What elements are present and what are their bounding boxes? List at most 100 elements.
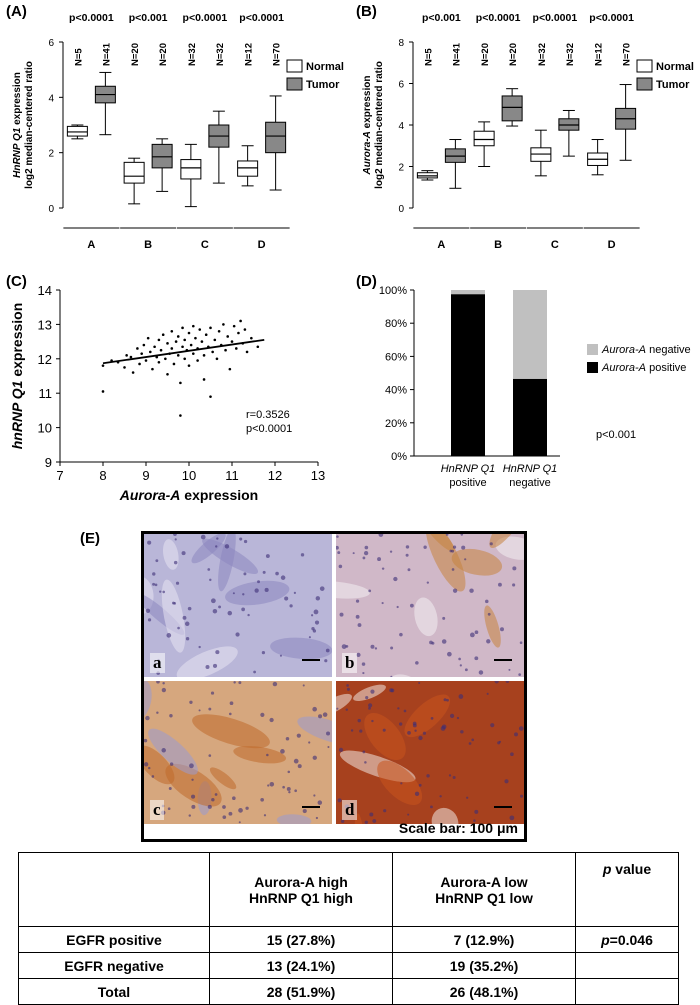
cell-nucleus (486, 692, 489, 695)
legend-label: Normal (656, 61, 694, 73)
cell-nucleus (166, 633, 172, 638)
scale-line-a (302, 659, 320, 661)
table-row: EGFR negative 13 (24.1%) 19 (35.2%) (18, 952, 679, 979)
cell-nucleus (361, 662, 366, 666)
cell-nucleus (319, 586, 325, 591)
scatter-point (138, 362, 141, 366)
cell-nucleus (265, 554, 270, 558)
category-label: A (437, 239, 445, 251)
tissue-structure (451, 548, 503, 576)
y-axis-label-line2: log2 median-centered ratio (24, 61, 35, 189)
scatter-point (179, 381, 182, 385)
cell-nucleus (398, 722, 403, 726)
row-cell-high: 15 (27.8%) (209, 926, 393, 953)
cell-nucleus (362, 750, 366, 754)
tissue-structure (161, 579, 186, 653)
cell-nucleus (214, 793, 218, 796)
y-tick-label: 2 (48, 149, 54, 160)
x-tick-label: 8 (99, 468, 106, 483)
box-normal (473, 130, 495, 147)
tissue-structure (336, 581, 370, 599)
cell-nucleus (422, 731, 427, 735)
cell-nucleus (458, 657, 461, 661)
cell-nucleus (478, 670, 484, 675)
cell-nucleus (370, 689, 375, 694)
y-tick-label: 12 (38, 352, 52, 367)
cell-nucleus (445, 534, 449, 536)
cell-nucleus (431, 641, 435, 645)
cell-nucleus (232, 796, 236, 801)
bar-segment-positive (451, 294, 485, 456)
cell-nucleus (260, 712, 265, 717)
row-cell-low: 7 (12.9%) (392, 926, 576, 953)
cell-nucleus (154, 583, 158, 587)
cell-nucleus (269, 717, 274, 723)
cell-nucleus (405, 545, 410, 549)
tissue-structure (495, 536, 524, 560)
row-cell-high: 28 (51.9%) (209, 978, 393, 1005)
cell-nucleus (372, 819, 377, 823)
cell-nucleus (336, 545, 339, 550)
bar-segment-negative (451, 290, 485, 295)
scatter-point (174, 340, 178, 343)
scatter-point (232, 324, 236, 328)
cell-nucleus (449, 713, 455, 719)
row-cell-low: 26 (48.1%) (392, 978, 576, 1005)
legend-label: Normal (306, 61, 344, 73)
scatter-point (176, 335, 180, 338)
y-tick-label: 100% (379, 285, 407, 297)
legend-label: Tumor (306, 79, 340, 91)
scatter-point (172, 362, 176, 366)
scatter-point (144, 359, 148, 362)
cell-nucleus (144, 762, 149, 767)
cell-nucleus (312, 755, 317, 760)
category-label: B (494, 239, 502, 251)
cell-nucleus (407, 813, 410, 816)
table-header-high: Aurora-A high HnRNP Q1 high (209, 852, 393, 927)
cell-nucleus (430, 717, 434, 720)
cell-nucleus (224, 544, 230, 549)
cell-nucleus (355, 599, 360, 603)
cell-nucleus (207, 568, 211, 571)
cell-nucleus (272, 681, 278, 687)
scatter-point (245, 350, 249, 354)
cell-nucleus (216, 537, 219, 540)
cell-nucleus (339, 612, 344, 617)
cell-nucleus (312, 706, 317, 712)
cell-nucleus (345, 708, 348, 711)
cell-nucleus (314, 620, 320, 625)
header-low-line1: Aurora-A low (440, 873, 528, 890)
cell-nucleus (312, 629, 317, 633)
cell-nucleus (302, 684, 305, 687)
tissue-structure (414, 597, 438, 637)
cell-nucleus (418, 783, 422, 787)
tile-label-a: a (150, 653, 165, 673)
scatter-point (202, 378, 206, 381)
cell-nucleus (459, 664, 462, 667)
y-tick-label: 10 (38, 421, 52, 436)
legend-swatch (286, 77, 303, 91)
x-tick-label: 13 (311, 468, 325, 483)
cell-nucleus (317, 800, 323, 805)
scatter-point (183, 338, 186, 342)
panel-label: (D) (356, 273, 377, 290)
cell-nucleus (147, 618, 152, 622)
cell-nucleus (423, 545, 427, 549)
cell-nucleus (452, 775, 456, 779)
cell-nucleus (254, 588, 259, 593)
cell-nucleus (327, 746, 330, 749)
scatter-point (243, 328, 247, 331)
cell-nucleus (346, 687, 350, 691)
ihc-tile-d: d (336, 681, 524, 824)
cell-nucleus (363, 550, 369, 556)
cell-nucleus (345, 644, 349, 648)
scatter-point (202, 354, 206, 357)
box-normal (180, 159, 202, 180)
cell-nucleus (460, 730, 464, 734)
cell-nucleus (418, 735, 423, 741)
cell-nucleus (324, 659, 328, 663)
scatter-point (239, 319, 242, 323)
cell-nucleus (189, 700, 193, 704)
cell-nucleus (152, 582, 156, 586)
scatter-point (209, 395, 212, 398)
